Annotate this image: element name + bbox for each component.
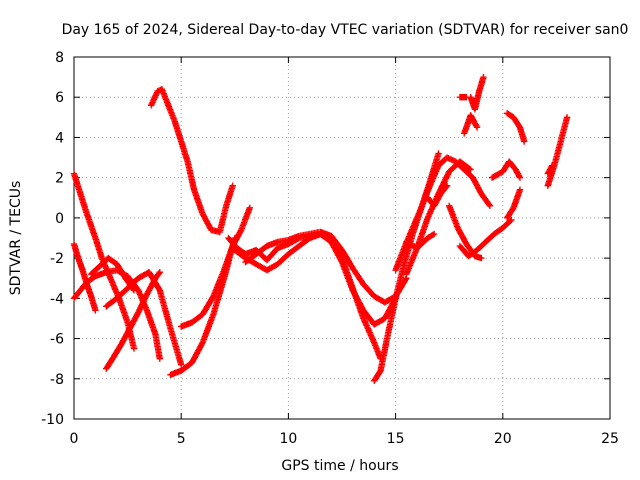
series-track-25: [503, 110, 528, 145]
plus-marker-track: [503, 186, 524, 222]
chart-title: Day 165 of 2024, Sidereal Day-to-day VTE…: [62, 22, 629, 38]
data-marks: [70, 73, 571, 384]
series-track-16: [403, 230, 438, 252]
x-tick-label: 10: [279, 431, 297, 447]
y-tick-label: -6: [50, 332, 64, 348]
y-tick-label: -10: [41, 412, 64, 428]
series-track-9: [167, 234, 238, 378]
plus-marker-track: [403, 230, 438, 252]
series-track-3: [70, 240, 99, 314]
series-track-21: [467, 73, 487, 113]
series-track-24: [488, 158, 524, 181]
y-axis-label: SDTVAR / TECUs: [8, 181, 24, 296]
tick-labels: 0 5 10 15 20 25 -10 -8 -6 -4 -2 0 2 4 6 8: [41, 50, 619, 447]
plus-marker-track: [503, 110, 528, 145]
x-tick-label: 0: [70, 431, 79, 447]
series-track-18: [456, 216, 515, 260]
plus-marker-track: [392, 154, 494, 274]
series-track-22: [461, 112, 481, 137]
series-track-23: [456, 94, 470, 101]
x-tick-label: 5: [177, 431, 186, 447]
y-tick-label: 6: [55, 90, 64, 106]
plus-marker-track: [461, 112, 481, 137]
x-tick-label: 15: [387, 431, 405, 447]
plot-frame: [73, 56, 611, 420]
plus-marker-track: [446, 202, 485, 262]
series-track-20: [503, 186, 524, 222]
y-tick-label: 4: [55, 130, 64, 146]
axes: [73, 56, 611, 420]
series-track-7: [148, 86, 236, 236]
series-track-17: [424, 182, 451, 209]
y-tick-label: 8: [55, 50, 64, 66]
plus-marker-track: [70, 240, 99, 314]
plus-marker-track: [148, 86, 236, 236]
plus-marker-track: [467, 73, 487, 113]
plus-marker-track: [88, 254, 138, 294]
series-track-19: [446, 202, 485, 262]
x-axis-label: GPS time / hours: [281, 458, 398, 474]
y-tick-label: 2: [55, 171, 64, 187]
plus-marker-track: [424, 182, 451, 209]
series-track-6: [88, 254, 138, 294]
y-tick-label: -4: [50, 291, 64, 307]
series-track-27: [544, 162, 556, 177]
plus-marker-track: [456, 216, 515, 260]
y-tick-label: -8: [50, 372, 64, 388]
plus-marker-track: [544, 162, 556, 177]
x-tick-label: 25: [601, 431, 619, 447]
y-tick-label: 0: [55, 211, 64, 227]
plus-marker-track: [456, 94, 470, 101]
plus-marker-track: [167, 234, 238, 378]
plus-marker-track: [488, 158, 524, 181]
x-tick-label: 20: [494, 431, 512, 447]
series-track-14: [392, 154, 494, 274]
y-tick-label: -2: [50, 251, 64, 267]
